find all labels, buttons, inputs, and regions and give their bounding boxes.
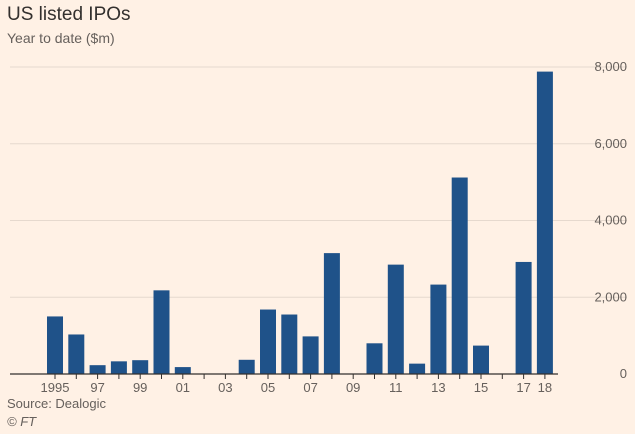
bar-2017 (515, 261, 532, 374)
bars (47, 71, 553, 374)
bar-2005 (260, 309, 276, 374)
chart-subtitle: Year to date ($m) (7, 30, 115, 46)
bar-1999 (132, 360, 149, 374)
chart-title: US listed IPOs (7, 4, 131, 25)
bar-2011 (387, 264, 404, 374)
y-tick-label: 2,000 (594, 289, 627, 304)
x-tick-label: 1995 (41, 380, 70, 395)
source-note: Source: Dealogic (7, 396, 106, 411)
bar-2018 (536, 71, 553, 374)
copyright-note: © FT (7, 414, 37, 429)
x-tick-label: 03 (218, 380, 232, 395)
x-tick-label: 18 (538, 380, 552, 395)
bar-2000 (153, 290, 170, 374)
x-tick-label: 17 (516, 380, 530, 395)
bar-1996 (68, 334, 85, 374)
y-tick-labels: 0 2,000 4,000 6,000 8,000 (594, 59, 627, 381)
x-tick-label: 09 (346, 380, 360, 395)
x-tick-label: 13 (431, 380, 445, 395)
bar-1998 (110, 361, 127, 374)
x-tick-label: 97 (90, 380, 104, 395)
x-tick-label: 99 (133, 380, 147, 395)
bar-2014 (451, 177, 468, 374)
bar-2004 (238, 359, 255, 374)
bar-2012 (409, 363, 426, 374)
gridlines (10, 66, 627, 298)
x-tick-label: 11 (389, 380, 403, 395)
bar-2006 (281, 314, 298, 374)
bar-2007 (302, 336, 319, 374)
x-tick-label: 01 (176, 380, 190, 395)
bar-1995 (47, 316, 63, 374)
bar-2001 (174, 367, 191, 374)
bar-2013 (430, 284, 447, 374)
bar-2010 (366, 343, 383, 374)
x-tick-labels: 1995 97 99 01 03 05 07 09 11 13 15 17 18 (41, 374, 552, 395)
x-tick-label: 15 (474, 380, 488, 395)
y-tick-label: 8,000 (594, 59, 627, 74)
bar-2015 (473, 345, 489, 374)
x-tick-label: 07 (303, 380, 317, 395)
y-tick-label: 4,000 (594, 213, 627, 228)
y-tick-label: 0 (620, 366, 627, 381)
bar-2008 (323, 253, 340, 374)
y-tick-label: 6,000 (594, 136, 627, 151)
bar-1997 (89, 365, 106, 374)
x-tick-label: 05 (261, 380, 275, 395)
